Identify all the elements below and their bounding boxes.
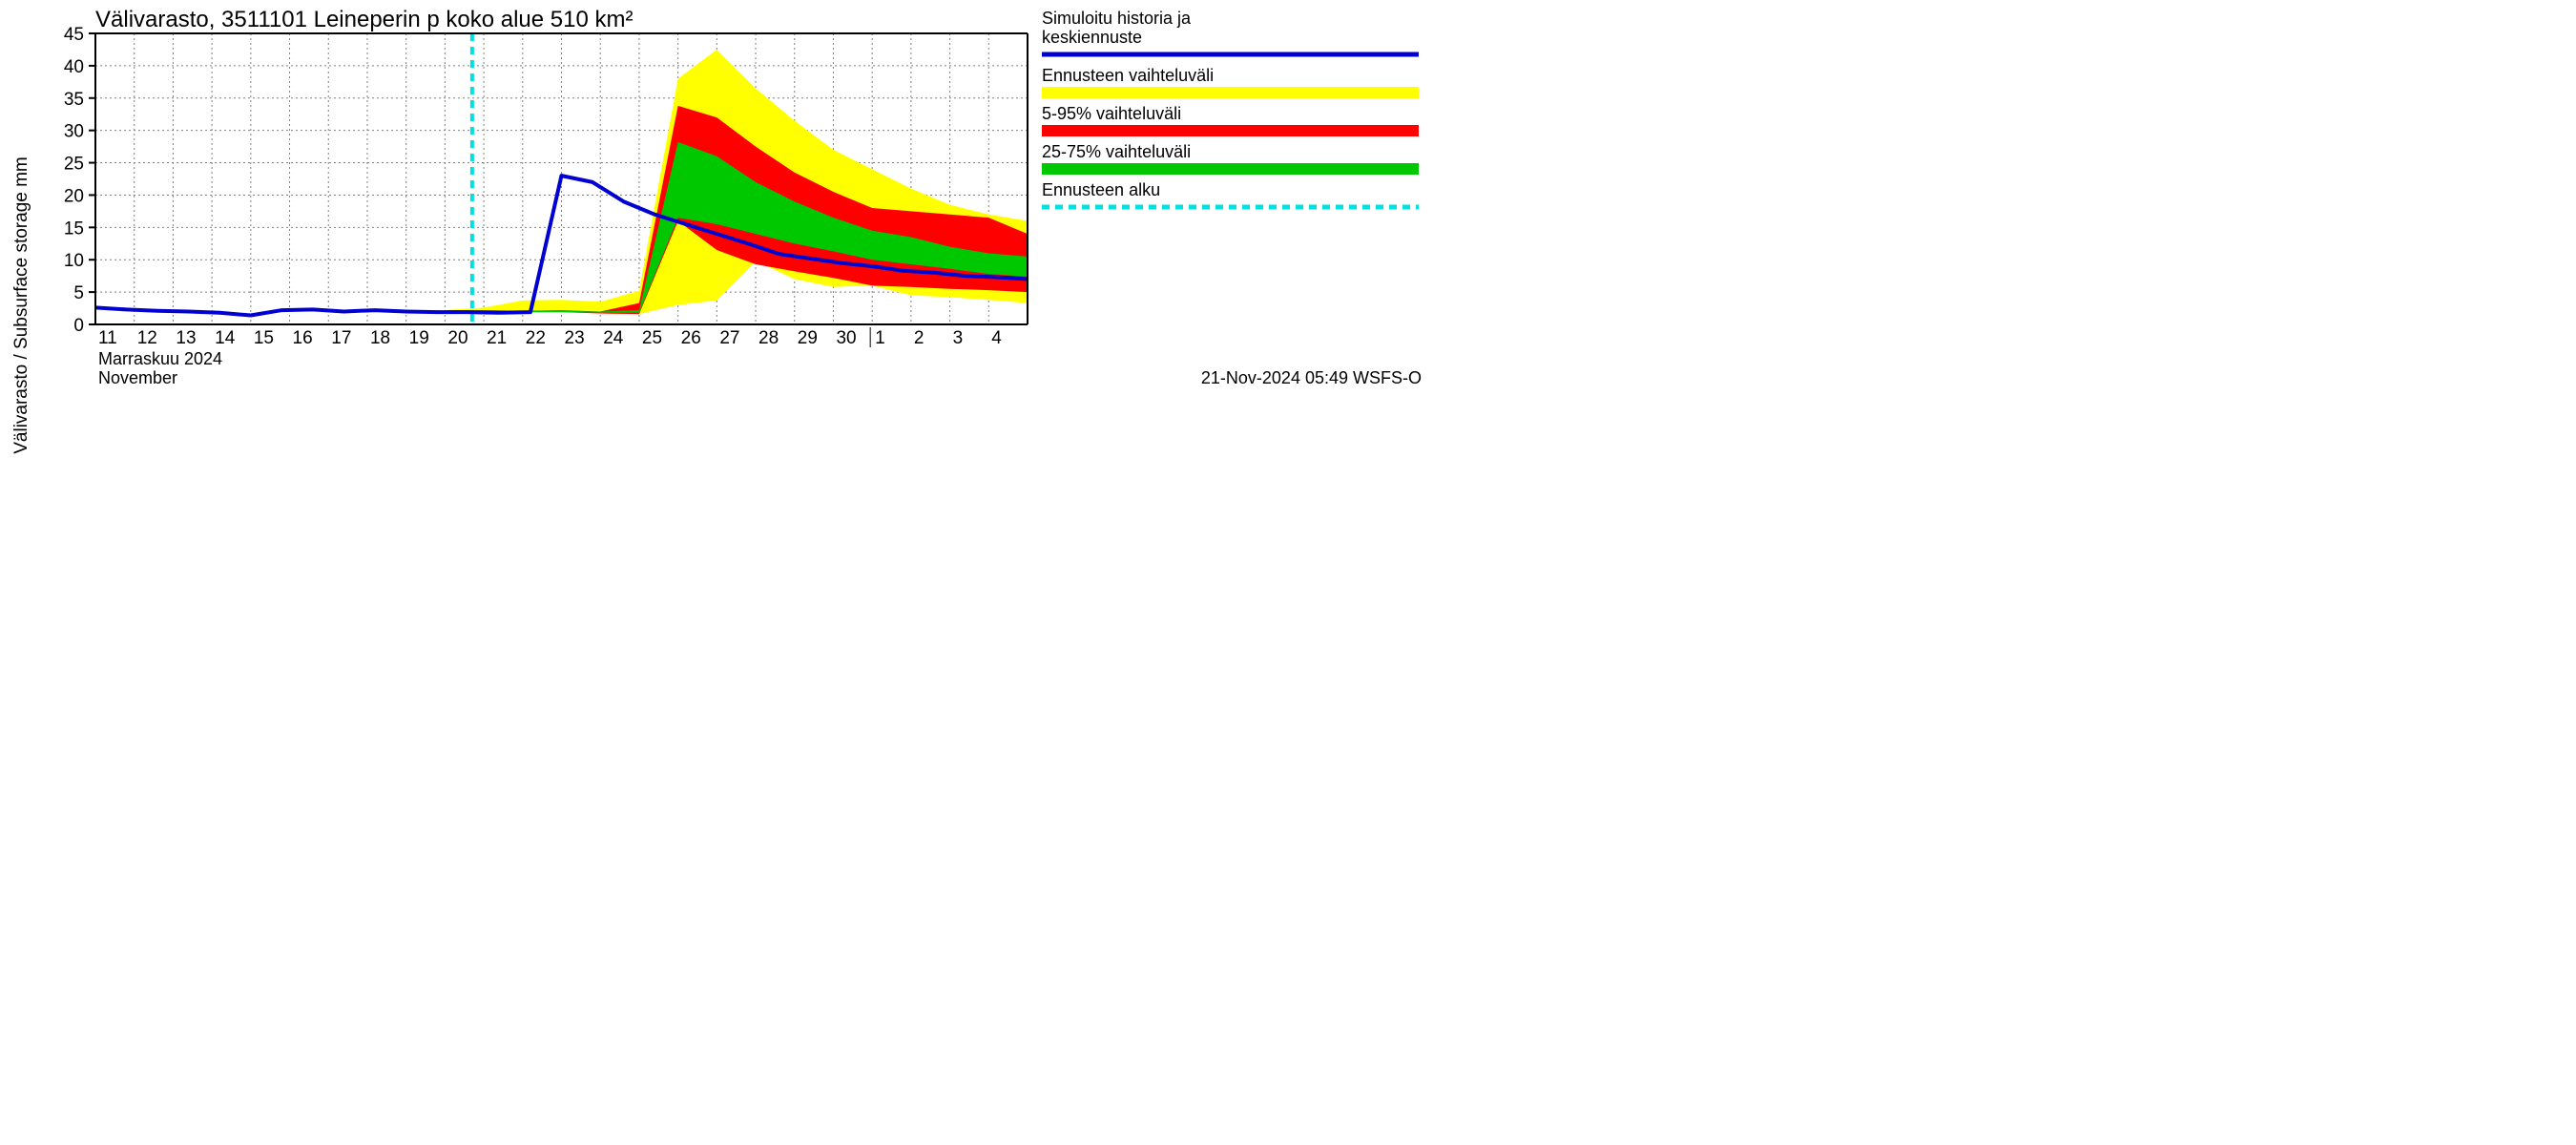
legend-label: Ennusteen vaihteluväli bbox=[1042, 66, 1214, 85]
footer-timestamp: 21-Nov-2024 05:49 WSFS-O bbox=[1201, 368, 1422, 387]
month-label-en: November bbox=[98, 368, 177, 387]
y-tick: 20 bbox=[64, 186, 84, 206]
x-tick: 21 bbox=[487, 328, 507, 348]
y-tick: 10 bbox=[64, 251, 84, 271]
x-tick: 30 bbox=[836, 328, 856, 348]
x-tick: 3 bbox=[953, 328, 964, 348]
x-tick: 27 bbox=[719, 328, 739, 348]
x-tick: 13 bbox=[176, 328, 196, 348]
y-tick: 45 bbox=[64, 25, 84, 45]
chart-container: Välivarasto / Subsurface storage mm Väli… bbox=[0, 0, 1431, 635]
x-tick: 12 bbox=[137, 328, 157, 348]
x-tick: 29 bbox=[798, 328, 818, 348]
month-label-fi: Marraskuu 2024 bbox=[98, 349, 222, 368]
y-axis-label: Välivarasto / Subsurface storage mm bbox=[11, 156, 31, 454]
x-tick: 16 bbox=[293, 328, 313, 348]
x-tick: 24 bbox=[603, 328, 624, 348]
legend-label: 25-75% vaihteluväli bbox=[1042, 142, 1191, 161]
legend-label: 5-95% vaihteluväli bbox=[1042, 104, 1181, 123]
x-tick: 17 bbox=[331, 328, 351, 348]
x-tick: 19 bbox=[409, 328, 429, 348]
legend-label: Simuloitu historia ja bbox=[1042, 9, 1192, 28]
x-tick: 20 bbox=[447, 328, 467, 348]
x-tick: 25 bbox=[642, 328, 662, 348]
x-tick: 1 bbox=[875, 328, 885, 348]
legend-label: Ennusteen alku bbox=[1042, 180, 1160, 199]
x-tick: 4 bbox=[991, 328, 1002, 348]
chart-title: Välivarasto, 3511101 Leineperin p koko a… bbox=[95, 7, 633, 32]
chart-svg: Välivarasto / Subsurface storage mm Väli… bbox=[0, 0, 1431, 635]
x-tick: 2 bbox=[914, 328, 924, 348]
x-tick: 11 bbox=[98, 328, 117, 348]
x-tick: 18 bbox=[370, 328, 390, 348]
legend-label: keskiennuste bbox=[1042, 28, 1142, 47]
x-tick: 23 bbox=[565, 328, 585, 348]
y-tick: 25 bbox=[64, 155, 84, 175]
x-tick: 14 bbox=[215, 328, 236, 348]
x-tick: 22 bbox=[526, 328, 546, 348]
y-tick: 40 bbox=[64, 57, 84, 77]
x-tick: 15 bbox=[254, 328, 274, 348]
x-tick-labels: 1112131415161718192021222324252627282930… bbox=[98, 328, 1002, 348]
y-tick: 5 bbox=[73, 283, 84, 303]
x-tick: 26 bbox=[681, 328, 701, 348]
y-tick: 15 bbox=[64, 219, 84, 239]
y-tick: 30 bbox=[64, 122, 84, 142]
y-tick-labels: 0 5 10 15 20 25 30 35 40 45 bbox=[64, 25, 84, 336]
legend: Simuloitu historia jakeskiennuste Ennuste… bbox=[1042, 9, 1419, 207]
y-tick: 0 bbox=[73, 316, 84, 336]
y-tick: 35 bbox=[64, 90, 84, 110]
x-tick: 28 bbox=[758, 328, 779, 348]
